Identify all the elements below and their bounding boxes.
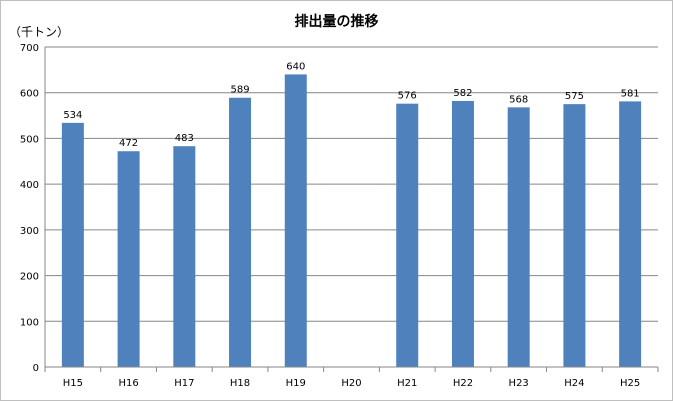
y-tick-label: 500 [20, 134, 39, 145]
bar [284, 74, 307, 367]
x-tick-label: H25 [620, 378, 640, 389]
x-tick-label: H18 [230, 378, 250, 389]
data-label: 576 [398, 91, 417, 102]
y-tick-label: 100 [20, 317, 39, 328]
y-tick-label: 600 [20, 89, 39, 100]
x-tick-label: H20 [341, 378, 361, 389]
x-tick-label: H15 [63, 378, 83, 389]
y-tick-label: 400 [20, 180, 39, 191]
y-tick-label: 200 [20, 272, 39, 283]
bar [117, 151, 140, 367]
bar [61, 122, 84, 367]
x-tick-label: H22 [453, 378, 473, 389]
y-tick-label: 0 [33, 363, 39, 374]
x-tick-label: H19 [286, 378, 306, 389]
data-label: 640 [286, 61, 305, 72]
y-tick-label: 300 [20, 226, 39, 237]
x-tick-label: H23 [509, 378, 529, 389]
x-tick-label: H24 [564, 378, 584, 389]
bar [619, 101, 642, 368]
bar [229, 97, 252, 367]
data-label: 575 [565, 91, 584, 102]
data-label: 472 [119, 138, 138, 149]
y-tick-label: 700 [20, 43, 39, 54]
data-label: 582 [453, 88, 472, 99]
data-label: 589 [230, 85, 249, 96]
bar [396, 103, 419, 367]
x-tick-label: H16 [118, 378, 138, 389]
bar [173, 146, 196, 367]
y-axis-unit-label: （千トン） [9, 25, 70, 39]
x-tick-label: H17 [174, 378, 194, 389]
data-label: 568 [509, 94, 528, 105]
chart-title: 排出量の推移 [294, 14, 379, 30]
data-label: 483 [175, 133, 194, 144]
data-label: 581 [621, 88, 640, 99]
bar [507, 107, 530, 367]
x-tick-label: H21 [397, 378, 417, 389]
bar [563, 104, 586, 368]
bar [451, 100, 474, 367]
data-label: 534 [63, 110, 82, 121]
